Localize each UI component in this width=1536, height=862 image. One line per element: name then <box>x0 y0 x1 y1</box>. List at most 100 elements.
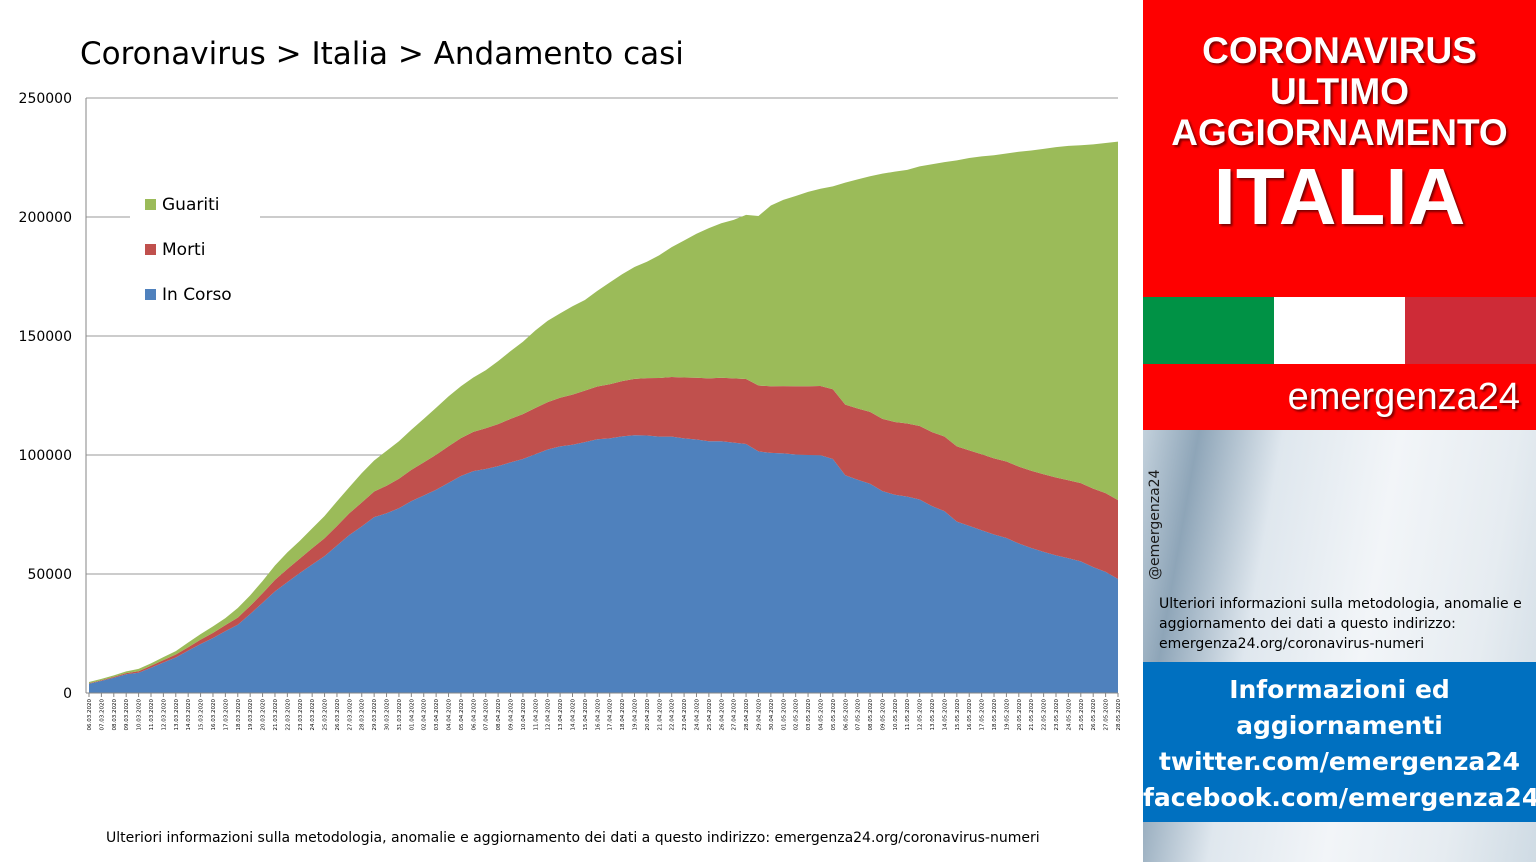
x-tick-label: 06.05.2020 <box>843 699 849 731</box>
header-line-ultimo: ULTIMO <box>1269 71 1410 112</box>
x-tick-label: 10.03.2020 <box>137 699 143 731</box>
area-series <box>89 141 1118 693</box>
x-tick-label: 07.04.2020 <box>484 699 490 731</box>
x-tick-label: 28.04.2020 <box>744 699 750 731</box>
header-line-aggiornamento: AGGIORNAMENTO <box>1171 112 1508 153</box>
info-line-1: Informazioni ed <box>1229 675 1450 704</box>
x-tick-label: 13.04.2020 <box>558 699 564 731</box>
info-box: Informazioni ed aggiornamenti twitter.co… <box>1143 662 1536 822</box>
x-tick-label: 14.05.2020 <box>942 699 948 731</box>
area-in-corso <box>89 435 1118 693</box>
y-tick-labels: 0 50000 100000 150000 200000 250000 <box>19 91 72 702</box>
header-country: ITALIA <box>1213 152 1466 241</box>
x-tick-label: 03.04.2020 <box>434 699 440 731</box>
twitter-link[interactable]: twitter.com/emergenza24 <box>1158 747 1521 776</box>
stacked-area-chart: 0 50000 100000 150000 200000 250000 06.03.202… <box>19 91 1122 731</box>
x-tick-label: 15.05.2020 <box>955 699 961 731</box>
x-tick-label: 19.03.2020 <box>248 699 254 731</box>
x-tick-label: 16.03.2020 <box>211 699 217 731</box>
x-tick-label: 15.04.2020 <box>583 699 589 731</box>
flag-band-green <box>1143 297 1274 364</box>
x-tick-label: 12.04.2020 <box>546 699 552 731</box>
x-tick-label: 24.04.2020 <box>694 699 700 731</box>
header-line-coronavirus: CORONAVIRUS <box>1202 30 1477 71</box>
x-tick-label: 28.03.2020 <box>360 699 366 731</box>
x-tick-label: 06.04.2020 <box>471 699 477 731</box>
x-tick-label: 09.03.2020 <box>124 699 130 731</box>
x-tick-label: 04.05.2020 <box>818 699 824 731</box>
x-tick-label: 21.04.2020 <box>657 699 663 731</box>
brand-name: emergenza24 <box>1287 376 1520 418</box>
x-tick-label: 27.04.2020 <box>732 699 738 731</box>
x-tick-label: 13.05.2020 <box>930 699 936 731</box>
legend-label: Morti <box>162 240 205 260</box>
x-tick-label: 02.05.2020 <box>794 699 800 731</box>
facebook-link[interactable]: facebook.com/emergenza24 <box>1143 783 1536 812</box>
y-tick-label: 250000 <box>19 91 72 107</box>
brand-bar: emergenza24 <box>1143 364 1536 430</box>
x-tick-label: 29.04.2020 <box>756 699 762 731</box>
x-tick-label: 28.05.2020 <box>1116 699 1122 731</box>
x-tick-label: 20.03.2020 <box>261 699 267 731</box>
x-tick-label: 30.04.2020 <box>769 699 775 731</box>
legend-swatch <box>145 244 156 255</box>
sidebar: CORONAVIRUS ULTIMO AGGIORNAMENTO ITALIA … <box>1143 0 1536 862</box>
x-tick-label: 21.03.2020 <box>273 699 279 731</box>
x-tick-label: 23.03.2020 <box>298 699 304 731</box>
x-tick-label: 21.05.2020 <box>1029 699 1035 731</box>
legend-swatch <box>145 289 156 300</box>
x-tick-label: 16.05.2020 <box>967 699 973 731</box>
y-tick-label: 0 <box>63 686 72 702</box>
x-tick-label: 11.04.2020 <box>533 699 539 731</box>
x-tick-label: 27.03.2020 <box>347 699 353 731</box>
x-tick-label: 11.03.2020 <box>149 699 155 731</box>
social-handle: @emergenza24 <box>1147 469 1163 581</box>
x-tick-label: 08.04.2020 <box>496 699 502 731</box>
x-tick-label: 25.04.2020 <box>707 699 713 731</box>
x-tick-label: 15.03.2020 <box>199 699 205 731</box>
legend-swatch <box>145 199 156 210</box>
x-tick-label: 25.03.2020 <box>323 699 329 731</box>
x-tick-label: 30.03.2020 <box>385 699 391 731</box>
x-tick-label: 29.03.2020 <box>372 699 378 731</box>
x-tick-label: 17.04.2020 <box>608 699 614 731</box>
x-tick-label: 26.03.2020 <box>335 699 341 731</box>
x-tick-label: 24.03.2020 <box>310 699 316 731</box>
x-tick-label: 04.04.2020 <box>447 699 453 731</box>
area-morti <box>89 376 1118 684</box>
y-tick-label: 200000 <box>19 210 72 226</box>
x-tick-label: 25.05.2020 <box>1079 699 1085 731</box>
axes <box>85 98 1119 697</box>
x-tick-label: 12.05.2020 <box>918 699 924 731</box>
x-tick-label: 19.05.2020 <box>1004 699 1010 731</box>
x-tick-label: 18.04.2020 <box>620 699 626 731</box>
x-tick-label: 19.04.2020 <box>632 699 638 731</box>
x-tick-label: 17.05.2020 <box>980 699 986 731</box>
x-tick-label: 20.04.2020 <box>645 699 651 731</box>
x-tick-label: 08.03.2020 <box>112 699 118 731</box>
flag-band-white <box>1274 297 1405 364</box>
update-header: CORONAVIRUS ULTIMO AGGIORNAMENTO ITALIA <box>1143 0 1536 297</box>
x-tick-label: 27.05.2020 <box>1104 699 1110 731</box>
legend: Guariti Morti In Corso <box>130 185 260 315</box>
x-tick-label: 05.04.2020 <box>459 699 465 731</box>
x-tick-label: 22.05.2020 <box>1042 699 1048 731</box>
x-tick-label: 02.04.2020 <box>422 699 428 731</box>
x-tick-label: 22.04.2020 <box>670 699 676 731</box>
legend-label: Guariti <box>162 195 219 215</box>
x-tick-label: 18.03.2020 <box>236 699 242 731</box>
x-tick-label: 06.03.2020 <box>87 699 93 731</box>
x-tick-label: 26.05.2020 <box>1091 699 1097 731</box>
x-tick-label: 13.03.2020 <box>174 699 180 731</box>
x-tick-label: 14.04.2020 <box>571 699 577 731</box>
y-tick-label: 100000 <box>19 448 72 464</box>
chart-title: Coronavirus > Italia > Andamento casi <box>80 36 684 72</box>
info-line-2: aggiornamenti <box>1236 711 1443 740</box>
x-tick-label: 01.05.2020 <box>781 699 787 731</box>
x-tick-label: 12.03.2020 <box>161 699 167 731</box>
x-tick-label: 08.05.2020 <box>868 699 874 731</box>
x-tick-label: 17.03.2020 <box>223 699 229 731</box>
x-tick-label: 23.05.2020 <box>1054 699 1060 731</box>
x-tick-label: 07.03.2020 <box>99 699 105 731</box>
x-tick-label: 31.03.2020 <box>397 699 403 731</box>
